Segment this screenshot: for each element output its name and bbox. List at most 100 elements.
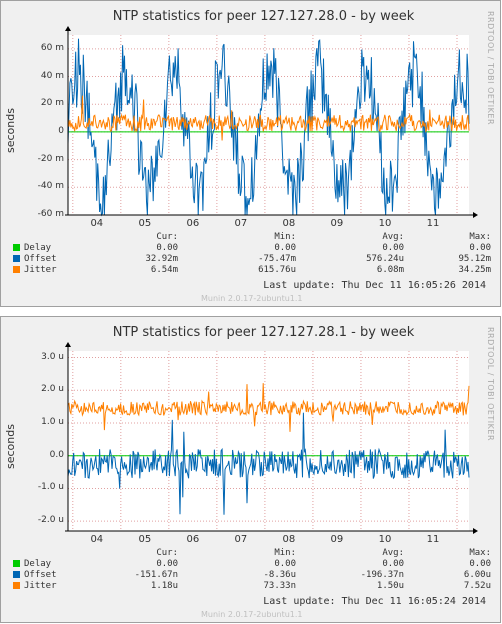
x-axis-arrow-icon xyxy=(473,212,478,218)
y-tick-label: 0.0 xyxy=(49,449,64,460)
chart-panel-2: NTP statistics for peer 127.127.28.1 - b… xyxy=(0,316,501,623)
y-axis-arrow-icon xyxy=(65,26,71,31)
x-tick-label: 11 xyxy=(426,534,440,545)
legend-header-max: Max: xyxy=(469,548,491,558)
y-tick-label: 60 m xyxy=(40,42,64,53)
y-tick-label: -2.0 u xyxy=(37,515,64,526)
chart-1-munin-footer: Munin 2.0.17-2ubuntu1.1 xyxy=(201,294,303,303)
chart-panel-1: NTP statistics for peer 127.127.28.0 - b… xyxy=(0,0,501,307)
y-tick-label: 1.0 u xyxy=(41,417,64,427)
chart-2-y-axis-label: seconds xyxy=(4,424,17,470)
x-tick-label: 10 xyxy=(378,534,392,545)
legend-row-offset: Offset -151.67n -8.36u -196.37n 6.00u xyxy=(13,570,491,581)
y-tick-label: 3.0 u xyxy=(41,351,64,362)
legend-name: Jitter xyxy=(24,265,57,275)
x-tick-label: 04 xyxy=(90,534,104,545)
chart-1-plot xyxy=(65,26,478,218)
chart-2-legend: Cur: Min: Avg: Max: Delay 0.00 0.00 0.00… xyxy=(13,548,491,592)
series-line-jitter xyxy=(67,95,470,141)
x-tick-label: 07 xyxy=(234,534,248,545)
chart-2-plot xyxy=(65,342,478,534)
x-tick-label: 09 xyxy=(330,534,344,545)
legend-min: 0.00 xyxy=(274,559,296,569)
legend-header-cur: Cur: xyxy=(156,548,178,558)
x-tick-label: 05 xyxy=(138,534,152,545)
legend-cur: 0.00 xyxy=(156,243,178,253)
chart-2-munin-footer: Munin 2.0.17-2ubuntu1.1 xyxy=(201,610,303,619)
legend-row-jitter: Jitter 6.54m 615.76u 6.08m 34.25m xyxy=(13,265,491,276)
legend-avg: 0.00 xyxy=(382,243,404,253)
series-line-jitter xyxy=(67,383,470,432)
legend-avg: 0.00 xyxy=(382,559,404,569)
legend-header-avg: Avg: xyxy=(382,232,404,242)
y-tick-label: -60 m xyxy=(37,209,64,219)
legend-min: 0.00 xyxy=(274,243,296,253)
legend-max: 0.00 xyxy=(469,243,491,253)
legend-cur: -151.67n xyxy=(134,570,178,580)
legend-row-delay: Delay 0.00 0.00 0.00 0.00 xyxy=(13,243,491,254)
offset-swatch xyxy=(13,255,20,262)
legend-min: 73.33n xyxy=(263,581,296,591)
legend-max: 7.52u xyxy=(463,581,491,591)
x-tick-label: 06 xyxy=(186,218,200,229)
legend-header-cur: Cur: xyxy=(156,232,178,242)
x-tick-label: 06 xyxy=(186,534,200,545)
y-tick-label: 40 m xyxy=(40,70,64,81)
legend-max: 6.00u xyxy=(463,570,491,580)
legend-avg: 1.50u xyxy=(376,581,404,591)
legend-name: Offset xyxy=(24,254,57,264)
legend-name: Delay xyxy=(24,243,52,253)
legend-cur: 1.18u xyxy=(150,581,178,591)
legend-header-max: Max: xyxy=(469,232,491,242)
legend-max: 95.12m xyxy=(458,254,491,264)
legend-cur: 6.54m xyxy=(150,265,178,275)
x-tick-label: 08 xyxy=(282,218,296,229)
x-tick-label: 09 xyxy=(330,218,344,229)
legend-row-offset: Offset 32.92m -75.47m 576.24u 95.12m xyxy=(13,254,491,265)
delay-swatch xyxy=(13,560,20,567)
legend-header-min: Min: xyxy=(274,548,296,558)
delay-swatch xyxy=(13,244,20,251)
legend-cur: 32.92m xyxy=(145,254,178,264)
offset-swatch xyxy=(13,571,20,578)
chart-1-title: NTP statistics for peer 127.127.28.0 - b… xyxy=(112,9,415,24)
x-tick-label: 04 xyxy=(90,218,104,229)
y-axis-arrow-icon xyxy=(65,342,71,347)
legend-header-avg: Avg: xyxy=(382,548,404,558)
legend-name: Offset xyxy=(24,570,57,580)
plot-area xyxy=(68,351,469,531)
x-axis-arrow-icon xyxy=(473,528,478,534)
chart-2-last-update: Last update: Thu Dec 11 16:05:24 2014 xyxy=(263,596,486,607)
chart-2-rrdtool-credit: RRDTOOL / TOBI OETIKER xyxy=(486,327,495,442)
y-tick-label: 0 xyxy=(58,125,64,136)
series-line-offset xyxy=(67,38,470,217)
chart-1-rrdtool-credit: RRDTOOL / TOBI OETIKER xyxy=(486,11,495,126)
legend-name: Delay xyxy=(24,559,52,569)
legend-cur: 0.00 xyxy=(156,559,178,569)
legend-header-row: Cur: Min: Avg: Max: xyxy=(13,232,491,243)
y-tick-label: -1.0 u xyxy=(37,482,64,493)
legend-header-row: Cur: Min: Avg: Max: xyxy=(13,548,491,559)
legend-min: 615.76u xyxy=(258,265,296,275)
chart-1-legend: Cur: Min: Avg: Max: Delay 0.00 0.00 0.00… xyxy=(13,232,491,276)
jitter-swatch xyxy=(13,266,20,273)
y-tick-label: 20 m xyxy=(40,98,64,109)
jitter-swatch xyxy=(13,582,20,589)
chart-2-title: NTP statistics for peer 127.127.28.1 - b… xyxy=(112,325,415,340)
legend-avg: 576.24u xyxy=(366,254,404,264)
legend-avg: 6.08m xyxy=(376,265,404,275)
series-line-offset xyxy=(67,412,470,515)
legend-name: Jitter xyxy=(24,581,57,591)
legend-header-min: Min: xyxy=(274,232,296,242)
x-tick-label: 11 xyxy=(426,218,440,229)
y-tick-label: -20 m xyxy=(37,153,64,164)
legend-avg: -196.37n xyxy=(360,570,404,580)
x-tick-label: 10 xyxy=(378,218,392,229)
legend-max: 34.25m xyxy=(458,265,491,275)
legend-row-jitter: Jitter 1.18u 73.33n 1.50u 7.52u xyxy=(13,581,491,592)
x-tick-label: 08 xyxy=(282,534,296,545)
x-tick-label: 07 xyxy=(234,218,248,229)
legend-min: -75.47m xyxy=(258,254,296,264)
y-tick-label: -40 m xyxy=(37,181,64,192)
legend-row-delay: Delay 0.00 0.00 0.00 0.00 xyxy=(13,559,491,570)
